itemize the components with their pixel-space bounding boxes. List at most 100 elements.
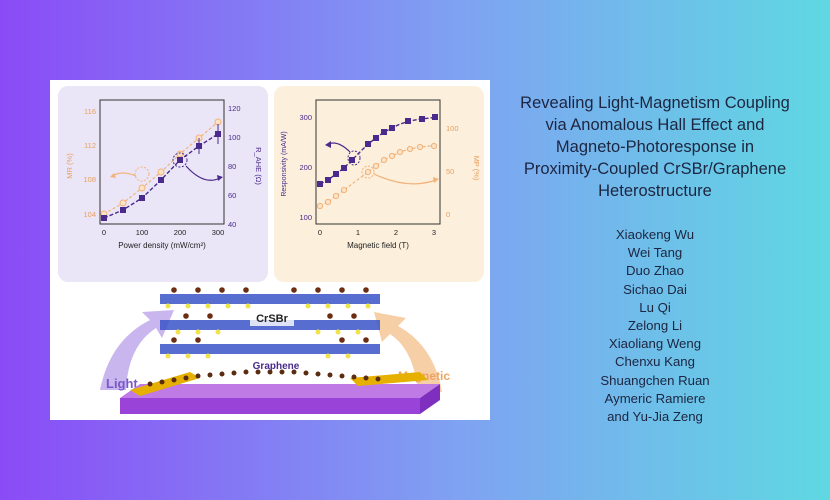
author-name: Zelong Li [627, 318, 683, 334]
responsivity-point [405, 118, 411, 124]
title-line: Heterostructure [598, 182, 712, 200]
responsivity-point [373, 135, 379, 141]
graphene-label: Graphene [253, 361, 300, 372]
highlight-circle [347, 150, 361, 166]
mp-point [332, 192, 340, 200]
arrowhead [110, 173, 116, 178]
paper-title: Revealing Light-Magnetism Coupling via A… [496, 92, 814, 202]
rahe-point [158, 177, 164, 183]
responsivity-point [389, 125, 395, 131]
rahe-point [139, 195, 145, 201]
plot-frame [99, 99, 225, 225]
y-left-tick: 116 [84, 107, 96, 116]
x-tick: 3 [432, 228, 436, 237]
y-left-tick: 104 [83, 210, 96, 219]
responsivity-point [333, 171, 339, 177]
left-contact [130, 372, 200, 396]
mr-point [119, 199, 127, 207]
y-left-tick: 200 [299, 163, 312, 172]
x-axis-label: Magnetic field (T) [347, 241, 409, 250]
rahe-point [177, 157, 183, 163]
x-tick: 0 [102, 228, 106, 237]
author-name: Sichao Dai [623, 281, 687, 297]
title-line: Magneto-Photoresponse in [555, 138, 755, 156]
y-right-tick: 100 [228, 133, 241, 142]
author-name: Chenxu Kang [615, 354, 695, 370]
x-tick: 2 [394, 228, 398, 237]
arrow-to-left-axis [111, 172, 137, 177]
author-name: Aymeric Ramiere [604, 390, 706, 406]
author-list: Xiaokeng Wu Wei Tang Duo Zhao Sichao Dai… [566, 226, 744, 426]
substrate-side [420, 384, 440, 414]
y-left-tick: 300 [299, 113, 312, 122]
y-right-tick: 100 [446, 124, 459, 133]
title-line: Revealing Light-Magnetism Coupling [520, 94, 790, 112]
magnetic-field-chart: 100 200 300 0 50 100 0 1 2 3 Magnetic fi… [281, 99, 481, 250]
author-name: Shuangchen Ruan [600, 372, 710, 388]
x-tick: 300 [212, 228, 225, 237]
power-density-chart: 104 108 112 116 40 60 80 100 120 0 100 2… [65, 99, 263, 250]
y-right-tick: 50 [446, 167, 454, 176]
arrowhead [433, 177, 439, 183]
responsivity-point [325, 177, 331, 183]
mp-point [340, 186, 348, 194]
highlight-circle [134, 166, 150, 182]
power-density-chart-panel: 104 108 112 116 40 60 80 100 120 0 100 2… [58, 86, 268, 282]
author-name: and Yu-Jia Zeng [607, 409, 703, 425]
responsivity-point [349, 157, 355, 163]
mp-point [430, 142, 438, 150]
mp-point [364, 168, 372, 176]
crsbr-label: CrSBr [256, 313, 289, 325]
y-right-tick: 0 [446, 210, 450, 219]
mp-series-line [319, 144, 437, 207]
y-left-tick: 100 [299, 213, 312, 222]
mp-point [380, 156, 388, 164]
highlight-circle [361, 165, 375, 179]
heterostructure-schematic: Light Magnetic field Graphene [100, 287, 450, 414]
author-name: Xiaoliang Weng [608, 336, 702, 352]
crsbr-label-bg [250, 310, 294, 326]
y-right-tick: 80 [228, 162, 236, 171]
arrowhead [325, 141, 331, 148]
y-left-axis-label: Responsivity (mA/W) [281, 131, 288, 196]
mp-point [324, 198, 332, 206]
y-left-axis-label: MR (%) [65, 153, 74, 179]
magnetic-field-chart-panel: 100 200 300 0 50 100 0 1 2 3 Magnetic fi… [274, 86, 484, 282]
author-name: Xiaokeng Wu [615, 227, 695, 242]
x-tick: 0 [318, 228, 322, 237]
x-tick: 200 [174, 228, 187, 237]
arrow-to-left-axis [327, 142, 351, 153]
mp-point [316, 202, 324, 210]
title-line: Proximity-Coupled CrSBr/Graphene [523, 160, 787, 178]
magnetic-field-arrow-icon [374, 312, 442, 392]
title-line: via Anomalous Hall Effect and [545, 116, 765, 134]
mp-point [396, 148, 404, 156]
substrate-top [120, 384, 440, 398]
graphical-abstract-figure: 104 108 112 116 40 60 80 100 120 0 100 2… [50, 80, 490, 420]
graphene-layer [147, 369, 381, 387]
y-left-tick: 112 [84, 141, 96, 150]
y-right-tick: 40 [228, 220, 236, 229]
y-right-tick: 60 [228, 191, 236, 200]
arrow-to-right-axis [185, 165, 221, 181]
responsivity-point [419, 116, 425, 122]
responsivity-point [381, 129, 387, 135]
author-name: Duo Zhao [626, 263, 684, 279]
author-name: Lu Qi [639, 299, 671, 315]
x-axis-label: Power density (mW/cm²) [118, 241, 206, 250]
y-left-tick: 108 [83, 175, 96, 184]
arrowhead [217, 175, 223, 181]
responsivity-point [317, 181, 323, 187]
light-label: Light [106, 376, 138, 391]
responsivity-point [365, 141, 371, 147]
highlight-circle [172, 152, 188, 168]
x-tick: 1 [356, 228, 360, 237]
rahe-point [101, 215, 107, 221]
mp-point [406, 145, 414, 153]
rahe-point [120, 207, 126, 213]
author-name: Wei Tang [627, 245, 683, 261]
right-contact [350, 372, 428, 386]
light-arrow-icon [100, 310, 174, 390]
mp-point [388, 152, 396, 160]
y-right-tick: 120 [228, 104, 241, 113]
